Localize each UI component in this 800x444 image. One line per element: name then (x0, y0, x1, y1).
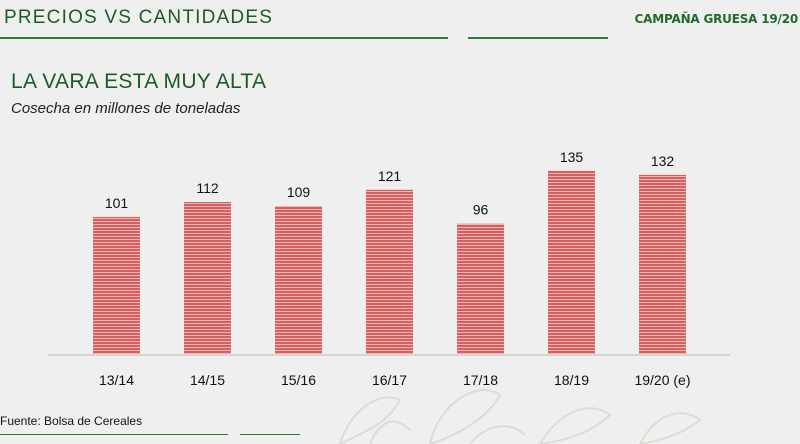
value-label: 109 (287, 184, 311, 200)
bar-17/18 (457, 223, 504, 354)
footer-divider-right (240, 434, 300, 435)
slide-headline: LA VARA ESTA MUY ALTA (11, 70, 267, 93)
category-label: 19/20 (e) (634, 372, 690, 388)
value-label: 101 (105, 195, 129, 211)
source-note: Fuente: Bolsa de Cereales (0, 414, 143, 428)
category-label: 16/17 (372, 372, 407, 388)
value-label: 132 (651, 153, 675, 169)
category-label: 17/18 (463, 372, 498, 388)
value-label: 135 (560, 149, 584, 165)
category-label: 15/16 (281, 372, 316, 388)
section-title: PRECIOS VS CANTIDADES (4, 7, 274, 28)
value-label: 96 (473, 202, 489, 218)
decorative-leaf-pattern (338, 389, 702, 444)
footer-divider-left (0, 434, 228, 435)
brand-logo: CAMPAÑA GRUESA 19/20 (634, 12, 799, 26)
category-label: 14/15 (190, 372, 225, 388)
bar-13/14 (93, 216, 140, 354)
bar-19/20 (e) (639, 174, 686, 354)
category-label: 13/14 (99, 372, 134, 388)
bar-15/16 (275, 206, 322, 354)
slide-subtitle: Cosecha en millones de toneladas (11, 100, 241, 117)
value-label: 112 (196, 180, 219, 196)
header-divider-left (0, 37, 448, 39)
header-divider-right (468, 37, 608, 39)
bar-18/19 (548, 170, 595, 354)
bar-14/15 (184, 202, 231, 354)
bar-16/17 (366, 189, 413, 354)
category-label: 18/19 (554, 372, 589, 388)
value-label: 121 (378, 168, 402, 184)
